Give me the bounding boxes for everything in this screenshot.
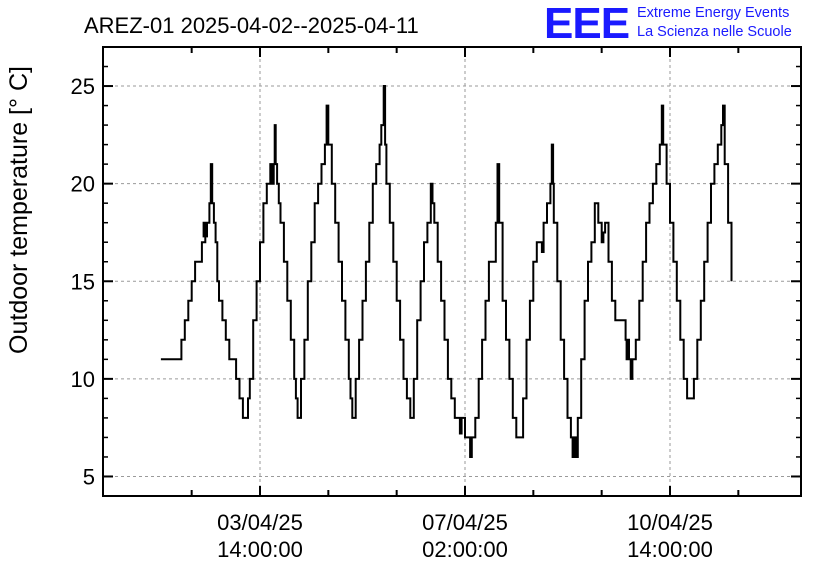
- x-tick-label-time: 02:00:00: [422, 537, 508, 562]
- x-tick-labels: 03/04/2514:00:0007/04/2502:00:0010/04/25…: [217, 510, 713, 562]
- y-tick-label: 10: [71, 367, 95, 392]
- grid-lines: [103, 47, 801, 496]
- axis-ticks: [103, 46, 801, 497]
- eee-logo-line2: La Scienza nelle Scuole: [637, 24, 792, 40]
- eee-logo-letters: EEE: [544, 0, 630, 48]
- temperature-series-line: [160, 85, 733, 458]
- x-tick-label-time: 14:00:00: [217, 537, 303, 562]
- x-tick-label-date: 03/04/25: [217, 510, 303, 535]
- eee-logo-line1: Extreme Energy Events: [637, 5, 790, 21]
- y-tick-label: 25: [71, 74, 95, 99]
- eee-logo-caption: Extreme Energy Events La Scienza nelle S…: [637, 4, 792, 42]
- x-tick-label-time: 14:00:00: [627, 537, 713, 562]
- x-tick-label-date: 10/04/25: [627, 510, 713, 535]
- y-tick-label: 20: [71, 172, 95, 197]
- eee-logo: EEE Extreme Energy Events La Scienza nel…: [544, 2, 836, 46]
- chart-title: AREZ-01 2025-04-02--2025-04-11: [84, 13, 419, 38]
- y-tick-label: 15: [71, 269, 95, 294]
- plot-frame: [102, 46, 802, 497]
- y-tick-label: 5: [83, 464, 95, 489]
- y-axis-label: Outdoor temperature [° C]: [5, 66, 33, 354]
- y-tick-labels: 5 10 15 20 25: [71, 74, 95, 489]
- x-tick-label-date: 07/04/25: [422, 510, 508, 535]
